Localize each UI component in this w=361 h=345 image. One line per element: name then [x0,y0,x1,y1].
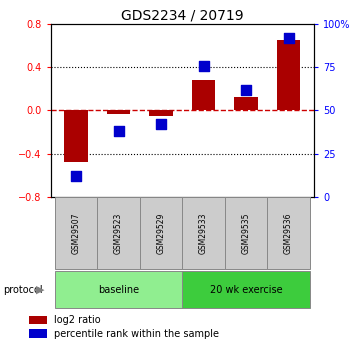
Bar [55,197,97,269]
Bar [29,316,47,324]
Text: protocol: protocol [4,285,43,295]
Text: GSM29523: GSM29523 [114,212,123,254]
Bar [182,271,310,308]
Text: GSM29507: GSM29507 [71,212,81,254]
Bar [55,271,182,308]
Bar [140,197,182,269]
Bar [64,110,88,162]
Point [73,173,79,179]
Title: GDS2234 / 20719: GDS2234 / 20719 [121,9,244,23]
Bar [267,197,310,269]
Text: log2 ratio: log2 ratio [54,315,101,325]
Bar [234,98,258,110]
Text: GSM29529: GSM29529 [157,212,166,254]
Text: baseline: baseline [98,285,139,295]
Text: 20 wk exercise: 20 wk exercise [210,285,282,295]
Bar [149,110,173,116]
Bar [277,40,300,110]
Bar [225,197,267,269]
Text: GSM29536: GSM29536 [284,212,293,254]
Text: percentile rank within the sample: percentile rank within the sample [54,329,219,339]
Bar [192,80,215,110]
Bar [29,329,47,338]
Text: ▶: ▶ [36,285,45,295]
Point [201,63,206,68]
Bar [182,197,225,269]
Point [243,87,249,92]
Bar [107,110,130,114]
Point [158,121,164,127]
Point [286,35,291,41]
Bar [97,197,140,269]
Point [116,128,121,134]
Text: GSM29533: GSM29533 [199,212,208,254]
Text: GSM29535: GSM29535 [242,212,251,254]
